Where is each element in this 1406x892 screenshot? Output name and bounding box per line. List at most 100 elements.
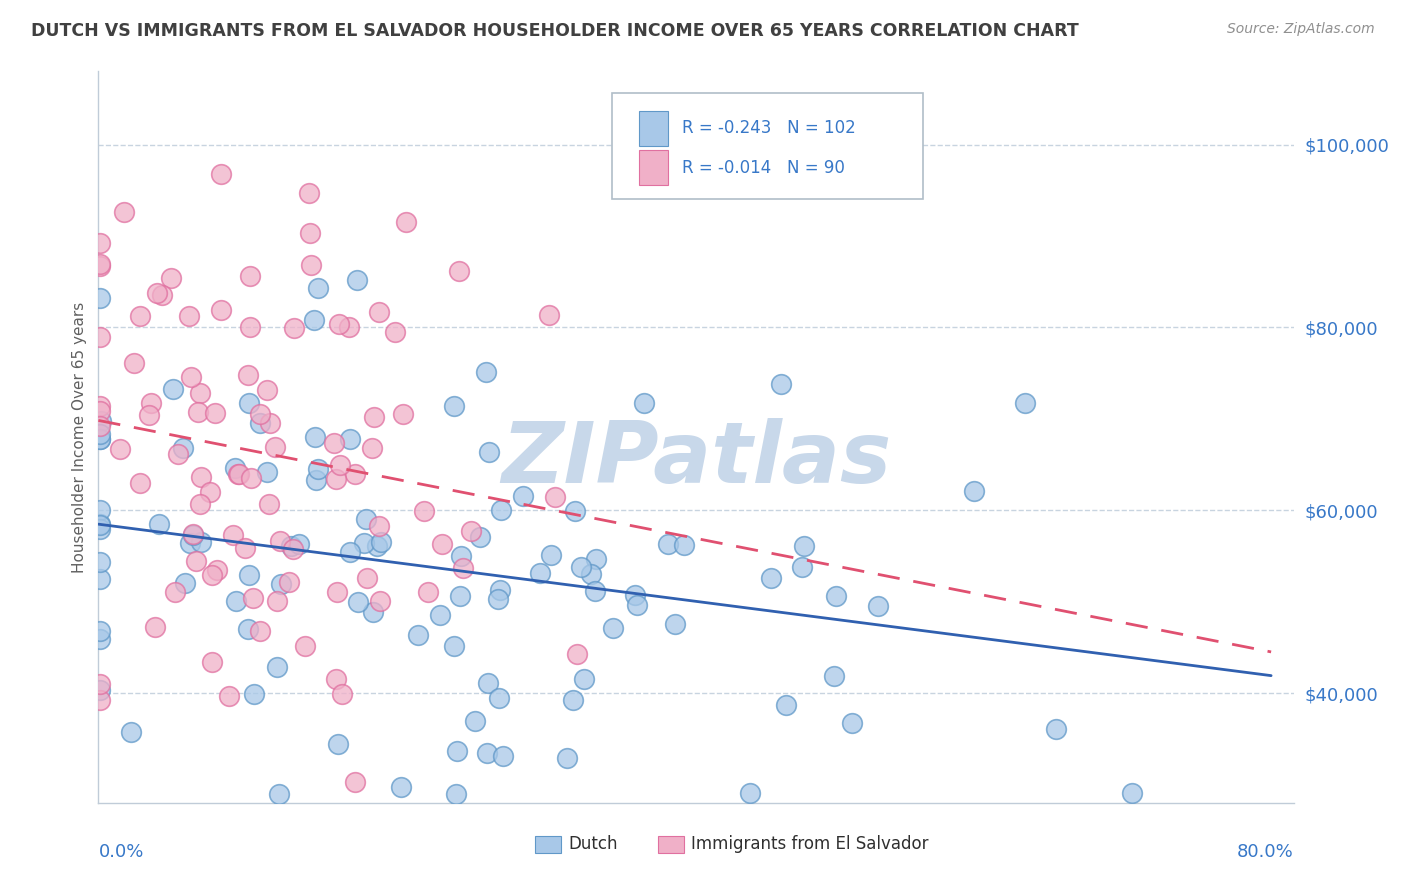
Point bbox=[304, 430, 326, 444]
Point bbox=[444, 787, 467, 801]
Text: R = -0.243   N = 102: R = -0.243 N = 102 bbox=[682, 120, 855, 137]
Point bbox=[841, 715, 863, 730]
Point bbox=[242, 687, 264, 701]
Point bbox=[89, 433, 111, 447]
Point bbox=[159, 270, 181, 285]
Point bbox=[475, 746, 498, 760]
Point bbox=[512, 489, 534, 503]
Point bbox=[370, 535, 392, 549]
Point bbox=[145, 286, 167, 301]
Point bbox=[963, 483, 986, 498]
Point bbox=[366, 539, 388, 553]
Point bbox=[188, 386, 211, 401]
Point bbox=[866, 599, 889, 613]
Point bbox=[564, 504, 586, 518]
Point bbox=[451, 560, 474, 574]
Point bbox=[181, 527, 204, 541]
Point bbox=[464, 714, 486, 728]
Point bbox=[664, 616, 686, 631]
Point bbox=[257, 497, 280, 511]
Point bbox=[1121, 787, 1143, 801]
Point bbox=[209, 302, 232, 317]
Point bbox=[226, 467, 249, 481]
Point bbox=[657, 536, 679, 550]
Point bbox=[538, 308, 561, 322]
Point bbox=[323, 436, 346, 450]
Point bbox=[337, 319, 360, 334]
Point bbox=[278, 574, 301, 589]
Point bbox=[361, 605, 384, 619]
Point bbox=[325, 472, 347, 486]
Point bbox=[443, 639, 465, 653]
Text: Source: ZipAtlas.com: Source: ZipAtlas.com bbox=[1227, 22, 1375, 37]
Point bbox=[259, 417, 281, 431]
Point bbox=[112, 204, 135, 219]
Point bbox=[167, 447, 190, 461]
Point bbox=[562, 693, 585, 707]
Point bbox=[201, 567, 224, 582]
Point bbox=[184, 553, 207, 567]
Point bbox=[280, 539, 302, 553]
Point bbox=[447, 264, 470, 278]
Bar bbox=[638, 111, 668, 146]
Point bbox=[299, 226, 322, 240]
Point bbox=[89, 502, 111, 516]
Point bbox=[138, 409, 160, 423]
Text: Immigrants from El Salvador: Immigrants from El Salvador bbox=[692, 836, 929, 854]
Point bbox=[228, 467, 250, 482]
Point bbox=[179, 536, 201, 550]
Point bbox=[236, 622, 259, 636]
Point bbox=[450, 549, 472, 563]
Point bbox=[356, 571, 378, 585]
Point bbox=[626, 598, 648, 612]
Point bbox=[90, 414, 112, 428]
Point bbox=[475, 365, 498, 379]
Point bbox=[256, 465, 278, 479]
Point bbox=[122, 356, 145, 370]
Point bbox=[152, 288, 174, 302]
Point bbox=[89, 572, 111, 586]
Point bbox=[430, 537, 453, 551]
Text: ZIPatlas: ZIPatlas bbox=[501, 417, 891, 500]
Point bbox=[354, 511, 377, 525]
Point bbox=[190, 470, 212, 484]
Point bbox=[298, 186, 321, 200]
Point bbox=[429, 608, 451, 623]
Point bbox=[555, 751, 578, 765]
Point bbox=[488, 691, 510, 706]
Point bbox=[574, 672, 596, 686]
Point bbox=[443, 399, 465, 413]
Point bbox=[236, 368, 259, 382]
Point bbox=[120, 724, 142, 739]
Point bbox=[492, 748, 515, 763]
Point bbox=[329, 458, 352, 472]
Point bbox=[89, 555, 111, 569]
Point bbox=[825, 589, 848, 603]
Point bbox=[89, 516, 111, 531]
Point bbox=[602, 621, 624, 635]
Text: 80.0%: 80.0% bbox=[1237, 843, 1294, 861]
Point bbox=[239, 319, 262, 334]
Point bbox=[249, 416, 271, 430]
FancyBboxPatch shape bbox=[613, 94, 922, 200]
Point bbox=[139, 396, 162, 410]
Point bbox=[672, 538, 695, 552]
Point bbox=[491, 503, 513, 517]
Point bbox=[416, 584, 439, 599]
Point bbox=[347, 595, 370, 609]
Point bbox=[367, 519, 389, 533]
Point bbox=[89, 427, 111, 442]
Y-axis label: Householder Income Over 65 years: Householder Income Over 65 years bbox=[72, 301, 87, 573]
Point bbox=[238, 396, 260, 410]
Point bbox=[1045, 722, 1067, 736]
Point bbox=[148, 516, 170, 531]
Point bbox=[395, 214, 418, 228]
Text: DUTCH VS IMMIGRANTS FROM EL SALVADOR HOUSEHOLDER INCOME OVER 65 YEARS CORRELATIO: DUTCH VS IMMIGRANTS FROM EL SALVADOR HOU… bbox=[31, 22, 1078, 40]
Point bbox=[89, 624, 111, 638]
Point bbox=[328, 737, 350, 751]
Point bbox=[579, 567, 602, 582]
Point bbox=[89, 522, 111, 536]
Point bbox=[190, 535, 212, 549]
Point bbox=[89, 330, 111, 344]
Point bbox=[180, 370, 202, 384]
